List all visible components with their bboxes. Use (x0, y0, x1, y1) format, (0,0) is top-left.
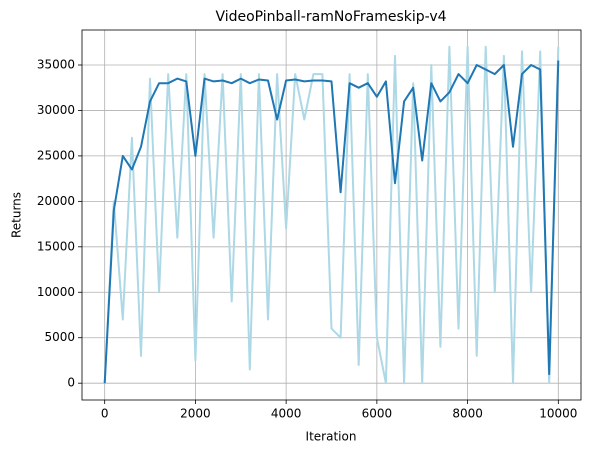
x-axis-label: Iteration (306, 430, 357, 444)
y-tick-label: 5000 (44, 330, 75, 344)
y-tick-label: 35000 (37, 58, 75, 72)
line (103, 60, 560, 384)
x-tick-label: 8000 (452, 407, 483, 421)
chart-title: VideoPinball-ramNoFrameskip-v4 (215, 9, 446, 25)
y-tick-label: 25000 (37, 148, 75, 162)
y-axis-label: Returns (10, 192, 24, 238)
y-tick-label: 10000 (37, 285, 75, 299)
x-tick-label: 4000 (271, 407, 302, 421)
y-tick-label: 0 (67, 376, 75, 390)
y-tick-label: 20000 (37, 194, 75, 208)
y-tick-label: 30000 (37, 103, 75, 117)
x-tick-label: 0 (101, 407, 109, 421)
x-tick-label: 2000 (180, 407, 211, 421)
x-tick-label: 6000 (362, 407, 393, 421)
y-tick-label: 15000 (37, 239, 75, 253)
x-tick-label: 10000 (539, 407, 577, 421)
plot-frame (81, 29, 582, 401)
line (103, 45, 560, 385)
